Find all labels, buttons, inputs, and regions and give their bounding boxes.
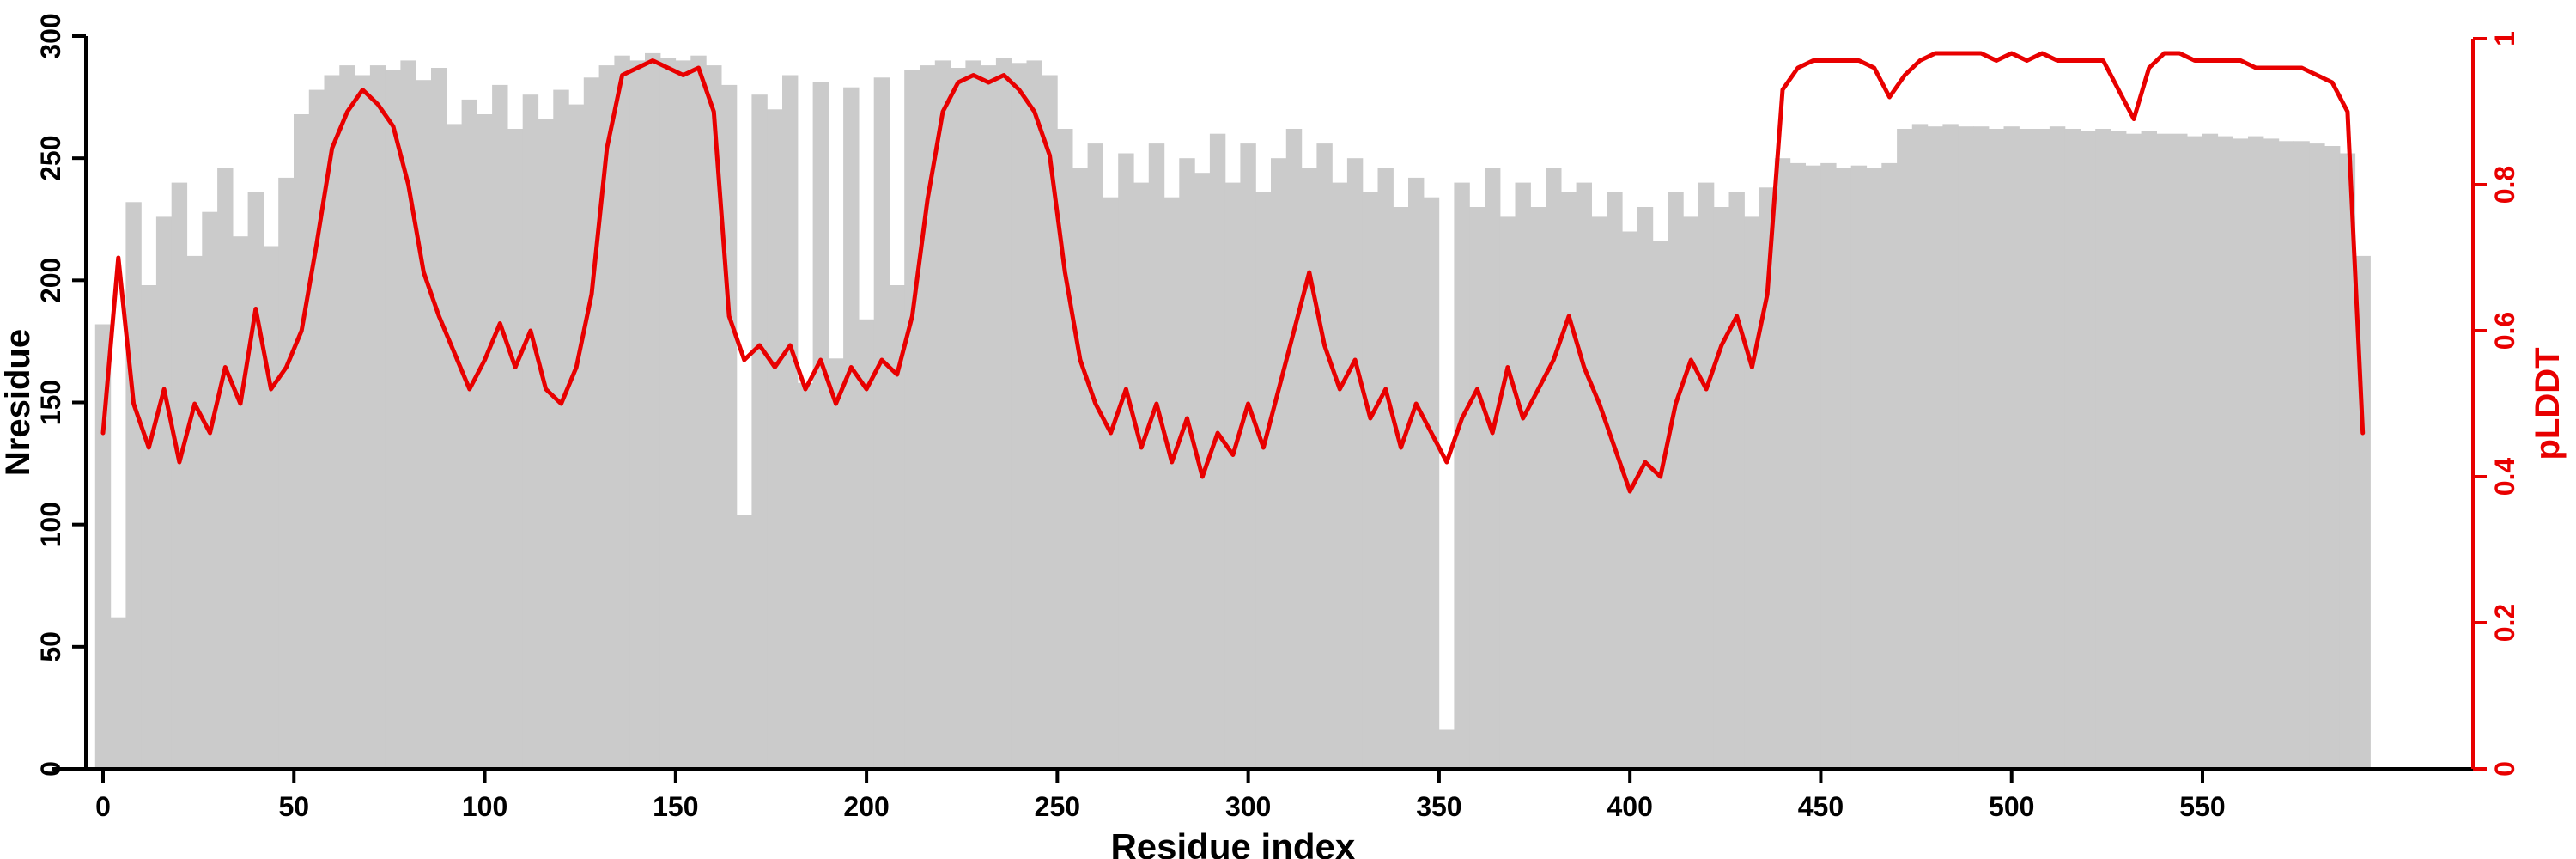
svg-text:0: 0 xyxy=(95,791,111,822)
svg-text:200: 200 xyxy=(35,258,66,303)
svg-text:450: 450 xyxy=(1798,791,1844,822)
svg-text:50: 50 xyxy=(35,631,66,662)
svg-text:0: 0 xyxy=(35,761,66,777)
svg-text:0.6: 0.6 xyxy=(2489,312,2520,350)
y-left-axis-title: Nresidue xyxy=(0,329,37,476)
svg-text:550: 550 xyxy=(2179,791,2225,822)
svg-text:100: 100 xyxy=(462,791,507,822)
svg-text:150: 150 xyxy=(35,380,66,425)
y-left-ticks: 0 50 100 150 200 250 300 xyxy=(35,13,86,777)
svg-text:0: 0 xyxy=(2489,761,2520,777)
svg-text:300: 300 xyxy=(1225,791,1271,822)
svg-text:150: 150 xyxy=(653,791,698,822)
svg-text:0.4: 0.4 xyxy=(2489,458,2520,497)
x-axis-title: Residue index xyxy=(1110,826,1355,859)
svg-text:50: 50 xyxy=(278,791,309,822)
plddt-line xyxy=(100,51,2366,494)
svg-text:350: 350 xyxy=(1416,791,1461,822)
svg-text:300: 300 xyxy=(35,13,66,58)
svg-text:100: 100 xyxy=(35,502,66,547)
svg-text:250: 250 xyxy=(35,135,66,180)
svg-text:1: 1 xyxy=(2489,31,2520,46)
svg-text:400: 400 xyxy=(1607,791,1652,822)
svg-text:500: 500 xyxy=(1989,791,2034,822)
y-right-axis: 0 0.2 0.4 0.6 0.8 1 pLDDT xyxy=(2471,31,2567,777)
svg-text:0.2: 0.2 xyxy=(2489,604,2520,642)
svg-text:250: 250 xyxy=(1035,791,1080,822)
svg-text:0.8: 0.8 xyxy=(2489,166,2520,204)
x-ticks: 0 50 100 150 200 250 300 350 400 450 500 550 xyxy=(95,769,2226,822)
y-right-axis-title: pLDDT xyxy=(2529,347,2567,460)
svg-text:200: 200 xyxy=(843,791,889,822)
